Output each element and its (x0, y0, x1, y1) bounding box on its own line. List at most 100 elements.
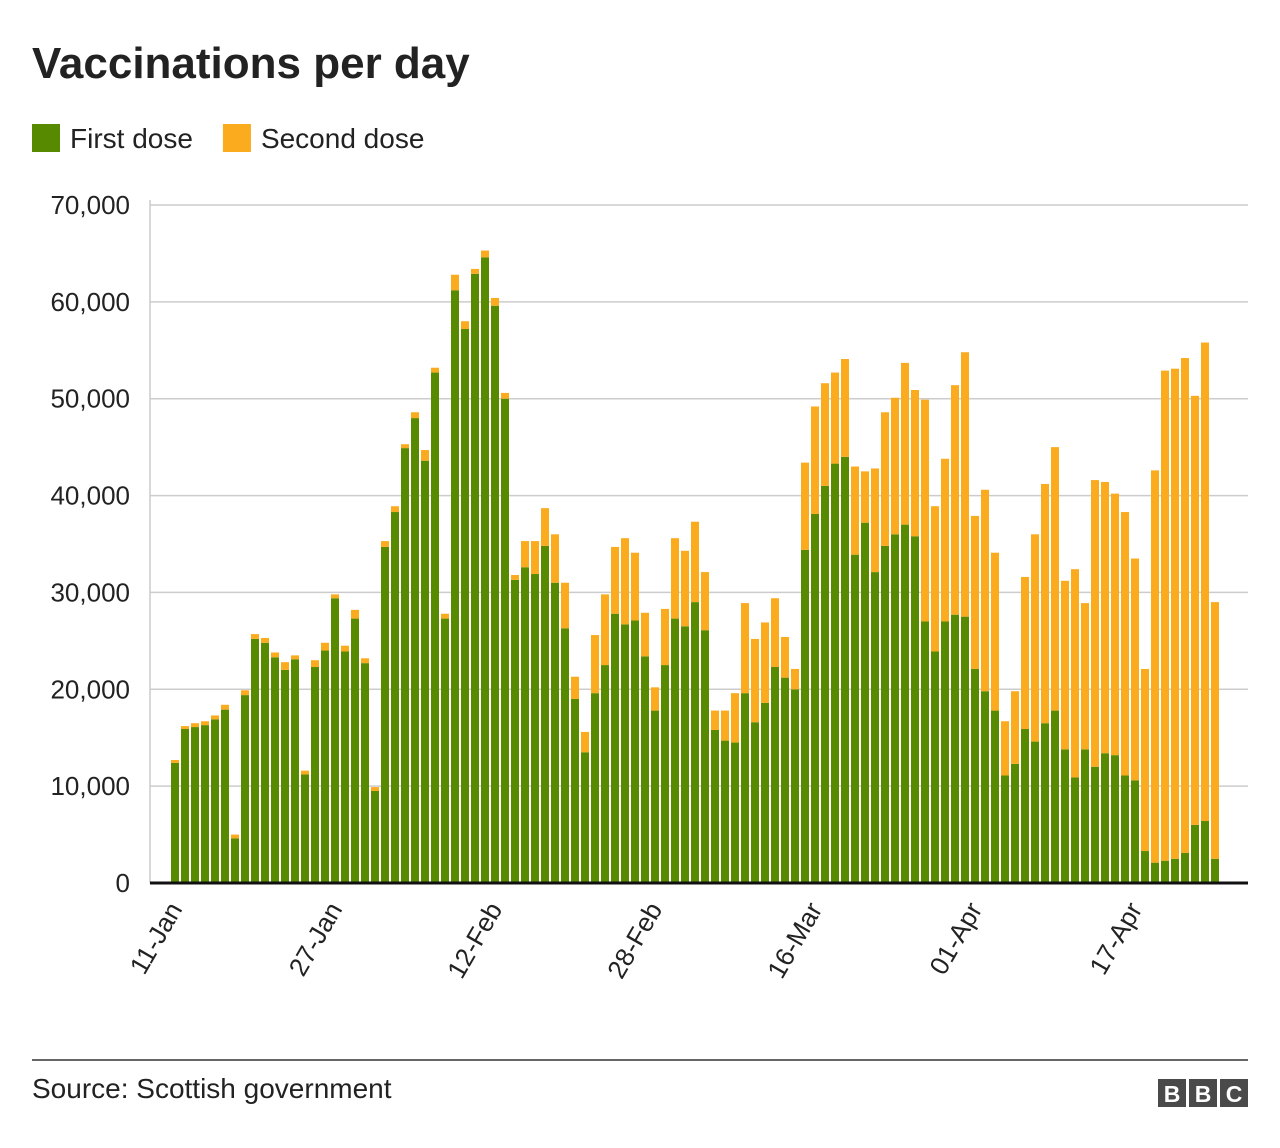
bar-segment (681, 626, 689, 883)
bar-segment (1191, 395, 1199, 825)
y-tick-label: 20,000 (50, 674, 130, 704)
bar-segment (901, 524, 909, 883)
bar-segment (1101, 482, 1109, 754)
bar-segment (861, 522, 869, 883)
bar-segment (1001, 721, 1009, 776)
bar-segment (371, 790, 379, 883)
bar-segment (1111, 493, 1119, 756)
x-tick-label: 27-Jan (282, 897, 348, 981)
bar-segment (1101, 753, 1109, 883)
bar-segment (871, 572, 879, 883)
bar-segment (331, 594, 339, 599)
bar-segment (981, 691, 989, 883)
bar-segment (811, 513, 819, 883)
bar-segment (1071, 777, 1079, 883)
bar-segment (1141, 668, 1149, 852)
x-tick: 12-Feb (441, 897, 508, 983)
bar-segment (971, 668, 979, 883)
bar-segment (251, 634, 259, 639)
bar-segment (981, 489, 989, 692)
bar-segment (201, 725, 209, 883)
bar-segment (991, 710, 999, 883)
y-tick-label: 70,000 (50, 190, 130, 220)
bar-segment (951, 385, 959, 615)
bar-segment (931, 506, 939, 652)
bar-segment (1181, 358, 1189, 853)
bar-segment (421, 450, 429, 461)
bar-segment (171, 762, 179, 883)
bar-segment (811, 406, 819, 514)
bar-segment (721, 710, 729, 741)
y-tick-label: 30,000 (50, 577, 130, 607)
bar-segment (581, 731, 589, 753)
logo-letter: B (1164, 1081, 1181, 1107)
bar-segment (491, 305, 499, 883)
bar-segment (1151, 862, 1159, 883)
bar-segment (851, 554, 859, 883)
bar-segment (611, 546, 619, 614)
x-tick-label: 12-Feb (441, 897, 508, 983)
bar-segment (741, 693, 749, 883)
bar-segment (451, 290, 459, 884)
bar-segment (181, 726, 189, 729)
bar-segment (561, 582, 569, 629)
bar-segment (331, 598, 339, 883)
bar-segment (1181, 852, 1189, 883)
bar-segment (401, 444, 409, 449)
bar-segment (751, 722, 759, 883)
bar-segment (701, 572, 709, 631)
bar-segment (621, 624, 629, 883)
legend-label: First dose (70, 123, 193, 154)
source: Source: Scottish government (32, 1073, 392, 1104)
bar-segment (761, 622, 769, 703)
x-tick-label: 16-Mar (761, 897, 828, 984)
bar-segment (991, 552, 999, 711)
bar-segment (481, 257, 489, 883)
bar-segment (871, 468, 879, 573)
chart-title: Vaccinations per day (32, 39, 470, 88)
bar-segment (231, 838, 239, 883)
bar-segment (621, 538, 629, 625)
bar-segment (361, 658, 369, 664)
bar-segment (711, 710, 719, 730)
bar-segment (221, 709, 229, 883)
bar-segment (321, 650, 329, 883)
bar-segment (381, 541, 389, 547)
bar-segment (1131, 558, 1139, 781)
bar-segment (291, 659, 299, 883)
bar-segment (941, 458, 949, 622)
bar-segment (171, 759, 179, 763)
x-tick: 28-Feb (601, 897, 668, 983)
bar-segment (801, 462, 809, 550)
logo-letter: B (1195, 1081, 1212, 1107)
bar-segment (551, 582, 559, 883)
x-tick-label: 28-Feb (601, 897, 668, 983)
bar-segment (711, 729, 719, 883)
bar-segment (731, 693, 739, 743)
logo-letter: C (1226, 1081, 1243, 1107)
bar-segment (241, 695, 249, 883)
bar-segment (1151, 470, 1159, 863)
x-tick: 17-Apr (1083, 897, 1148, 980)
bar-segment (281, 662, 289, 670)
bar-segment (511, 574, 519, 580)
bar-segment (651, 710, 659, 883)
bar-segment (411, 418, 419, 883)
bar-segment (1141, 851, 1149, 883)
bar-segment (501, 398, 509, 883)
bar-segment (631, 552, 639, 621)
x-tick: 01-Apr (923, 897, 988, 980)
bar-segment (921, 621, 929, 883)
bar-segment (1121, 775, 1129, 883)
bar-segment (651, 687, 659, 711)
bar-segment (1051, 710, 1059, 883)
bar-segment (841, 359, 849, 457)
bar-segment (421, 460, 429, 883)
bar-segment (531, 574, 539, 883)
bar-segment (541, 545, 549, 883)
bar-segment (971, 515, 979, 669)
bar-segment (361, 663, 369, 883)
bar-segment (391, 512, 399, 883)
bar-segment (1031, 741, 1039, 883)
bar-segment (1021, 728, 1029, 883)
